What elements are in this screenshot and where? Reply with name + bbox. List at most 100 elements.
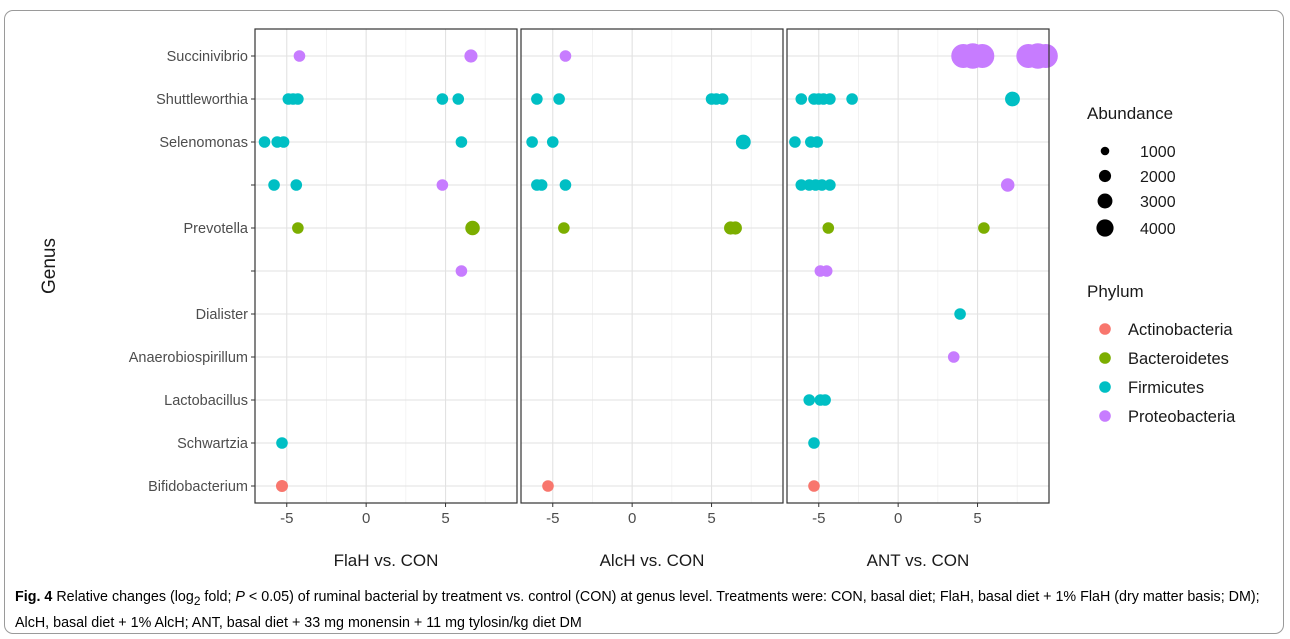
caption-p-symbol: P	[235, 589, 245, 605]
x-tick-label: 5	[441, 510, 449, 527]
y-axis-title: Genus	[39, 238, 60, 294]
panel-title: FlaH vs. CON	[334, 551, 439, 570]
data-point	[808, 437, 820, 449]
data-point	[795, 93, 808, 105]
figure-frame: -5 0 5 FlaH vs. CON -5 0 5 AlcH vs. CON -5 0 5 ANT …	[4, 10, 1284, 634]
data-point	[795, 179, 808, 191]
panel-border	[254, 28, 518, 504]
caption-text-3: < 0.05) of ruminal bacterial by treatmen…	[15, 589, 1260, 631]
data-point	[526, 136, 538, 148]
legend-size-key	[1097, 193, 1113, 209]
y-tick-label: Shuttleworthia	[156, 92, 249, 108]
data-point	[1000, 178, 1015, 192]
data-point	[292, 222, 304, 234]
data-point	[464, 49, 478, 63]
legend-color-label: Bacteroidetes	[1128, 350, 1229, 368]
data-point	[728, 221, 742, 235]
data-point	[816, 179, 828, 191]
panel-title: ANT vs. CON	[867, 551, 970, 570]
legend-color-label: Firmicutes	[1128, 379, 1204, 397]
legend-size-label: 3000	[1140, 194, 1176, 211]
data-point	[1016, 43, 1041, 69]
data-point	[436, 179, 449, 191]
legend-color-key	[1099, 323, 1111, 335]
x-tick-label: 0	[362, 510, 370, 527]
x-tick-label: 0	[628, 510, 636, 527]
data-point	[553, 93, 565, 105]
data-point	[455, 265, 468, 277]
legend-color-title: Phylum	[1087, 282, 1144, 301]
panel-title: AlcH vs. CON	[600, 551, 705, 570]
data-point	[292, 93, 304, 105]
panel-background	[787, 29, 1049, 503]
y-tick-label: Schwartzia	[177, 436, 249, 452]
data-point	[277, 136, 290, 148]
legend-size-key	[1100, 146, 1110, 156]
y-tick-label: Anaerobiospirillum	[129, 350, 248, 366]
caption-text-1: Relative changes (log	[52, 589, 194, 605]
legend-color-label: Proteobacteria	[1128, 408, 1236, 426]
data-point	[275, 479, 288, 493]
legend-size-title: Abundance	[1087, 104, 1173, 123]
legend-color-key	[1099, 352, 1111, 364]
data-point	[258, 136, 271, 148]
data-point	[970, 43, 995, 69]
data-point	[452, 93, 465, 105]
dot-plot: -5 0 5 FlaH vs. CON -5 0 5 AlcH vs. CON -5 0 5 ANT …	[39, 28, 1236, 570]
data-point	[824, 93, 836, 105]
x-tick-label: 0	[894, 510, 902, 527]
panel-background	[521, 29, 783, 503]
panel-border	[520, 28, 784, 504]
x-tick-label: 5	[707, 510, 715, 527]
data-point	[1033, 43, 1058, 69]
data-point	[290, 179, 303, 191]
caption-text-2: fold;	[200, 589, 236, 605]
y-tick-label: Succinivibrio	[167, 49, 248, 65]
data-point	[824, 179, 836, 191]
data-point	[803, 394, 816, 406]
legend-size-label: 1000	[1140, 144, 1176, 161]
legend-color-key	[1099, 410, 1111, 422]
data-point	[465, 220, 480, 236]
data-point	[819, 394, 831, 406]
legend-color-key	[1099, 381, 1111, 393]
data-point	[559, 179, 572, 191]
data-point	[436, 93, 449, 105]
legend-size-label: 2000	[1140, 169, 1176, 186]
data-point	[808, 480, 820, 492]
data-point	[542, 480, 554, 492]
legend-size-key	[1096, 219, 1114, 237]
legend-size-label: 4000	[1140, 221, 1176, 238]
data-point	[947, 351, 960, 363]
data-point	[558, 222, 570, 234]
data-point	[293, 50, 306, 62]
data-point	[820, 265, 833, 277]
caption-label: Fig. 4	[15, 589, 53, 605]
x-tick-label: -5	[280, 510, 293, 527]
y-tick-label: Prevotella	[184, 221, 249, 237]
data-point	[822, 222, 835, 234]
panel-border	[786, 28, 1050, 504]
data-point	[268, 179, 280, 191]
legend-size-key	[1098, 169, 1112, 183]
data-point	[954, 308, 966, 320]
y-tick-label: Bifidobacterium	[148, 479, 248, 495]
data-point	[735, 134, 751, 150]
x-tick-label: -5	[546, 510, 559, 527]
data-point	[559, 50, 572, 62]
data-point	[531, 93, 543, 105]
data-point	[716, 93, 729, 105]
data-point	[1005, 91, 1020, 107]
data-point	[978, 222, 990, 234]
panel-background	[255, 29, 517, 503]
data-point	[546, 136, 559, 148]
figure-caption: Fig. 4 Relative changes (log2 fold; P < …	[15, 586, 1283, 633]
legend-color-label: Actinobacteria	[1128, 321, 1233, 339]
y-tick-label: Selenomonas	[159, 135, 248, 151]
y-tick-label: Dialister	[196, 307, 249, 323]
y-tick-label: Lactobacillus	[164, 393, 248, 409]
data-point	[276, 437, 288, 449]
data-point	[455, 136, 468, 148]
data-point	[535, 179, 548, 191]
data-point	[846, 93, 858, 105]
